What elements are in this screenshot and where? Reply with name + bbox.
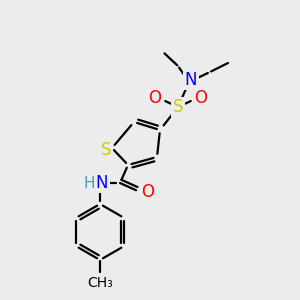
Text: H: H [83,176,95,190]
Text: O: O [142,183,154,201]
Text: O: O [194,89,208,107]
Text: S: S [173,98,183,116]
Text: O: O [148,89,161,107]
Text: CH₃: CH₃ [87,276,113,290]
Text: N: N [185,71,197,89]
Text: N: N [96,174,108,192]
Text: S: S [101,141,111,159]
